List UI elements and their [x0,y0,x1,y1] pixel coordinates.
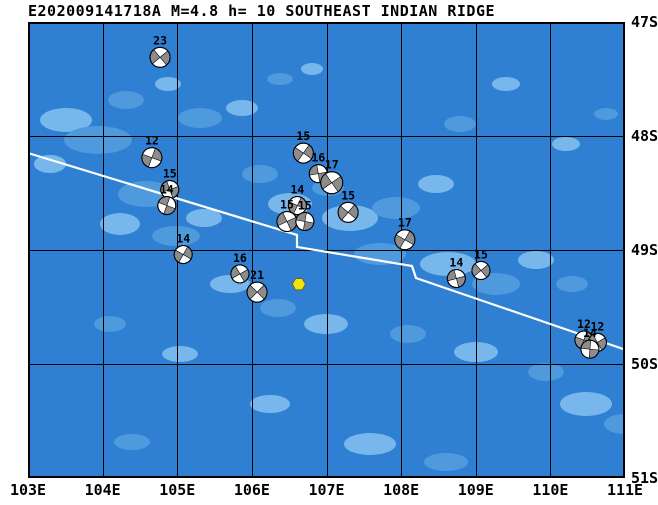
bathymetry-patch [528,363,564,381]
beachball-label: 17 [325,158,339,172]
bathymetry-patch [267,73,293,85]
beachball-label: 12 [590,319,604,333]
y-tick-label: 50S [631,355,658,373]
bathymetry-patch [64,126,132,154]
beachball [292,142,314,164]
bathymetry-patch [226,100,258,116]
beachball-label: 12 [145,134,159,148]
x-tick-label: 104E [84,481,121,499]
beachball [157,196,177,216]
bathymetry-patch [372,197,420,219]
bathymetry-patch [242,165,278,183]
event-epicenter-marker [291,278,306,291]
beachball-label: 14 [290,183,304,197]
beachball-label: 12 [577,317,591,331]
x-tick-label: 111E [606,481,644,499]
bathymetry-patch [594,108,618,120]
beachball-label: 23 [153,33,167,47]
beachball [580,339,600,359]
bathymetry-patch [304,314,348,334]
y-tick-label: 51S [631,469,658,487]
bathymetry-patch [40,108,92,132]
bathymetry-patch [556,276,588,292]
x-tick-label: 103E [9,481,47,499]
bathymetry-patch [114,434,150,450]
beachball-label: 15 [296,129,310,143]
x-tick-label: 108E [383,481,420,499]
x-tick-label: 110E [532,481,569,499]
beachball [337,201,359,223]
bathymetry-patch [518,251,554,269]
bathymetry-patch [560,392,612,416]
x-tick-label: 106E [233,481,270,499]
bathymetry-layer [34,63,625,471]
bathymetry-patch [162,346,198,362]
bathymetry-patch [301,63,323,75]
x-tick-label: 109E [457,481,494,499]
beachball [246,281,268,303]
beachball [173,245,193,265]
beachball [230,264,250,284]
bathymetry-patch [155,77,181,91]
bathymetry-patch [552,137,580,151]
beachball [394,229,416,251]
beachball [141,147,163,169]
x-tick-label: 105E [159,481,196,499]
map-border [28,22,625,478]
beachball [295,212,315,231]
bathymetry-patch [250,395,290,413]
bathymetry-patch [260,299,296,317]
beachball-label: 21 [250,268,264,282]
bathymetry-patch [444,116,476,132]
y-tick-label: 49S [631,241,658,259]
bathymetry-patch [424,453,468,471]
beachball [471,261,491,281]
beachball-label: 15 [298,199,312,213]
x-tick-label: 107E [308,481,345,499]
beachball [276,211,298,232]
bathymetry-patch [100,213,140,235]
plate-boundary-line [28,151,625,351]
beachball [446,269,466,288]
beachball-label: 16 [311,151,325,165]
bathymetry-patch [420,252,476,276]
figure-title: E202009141718A M=4.8 h= 10 SOUTHEAST IND… [28,2,496,20]
bathymetry-patch [108,91,144,109]
y-tick-label: 48S [631,127,658,145]
beachball [320,171,344,195]
beachball-label: 14 [160,183,174,197]
beachball [149,46,171,68]
y-tick-label: 47S [631,13,658,31]
bathymetry-patch [604,414,625,434]
beachball-label: 15 [474,248,488,262]
bathymetry-patch [178,108,222,128]
beachball-label: 15 [163,167,177,181]
bathymetry-patch [152,226,200,246]
beachball [160,180,180,200]
bathymetry-patch [34,155,66,173]
map-frame: 23 12 15 14 14 16 21 15 16 17 14 15 15 15 17 14 15 12 12 14 [28,22,625,478]
bathymetry-patch [186,209,222,227]
bathymetry-patch [418,175,454,193]
bathymetry-patch [492,77,520,91]
beachball-label: 17 [398,216,412,230]
beachball-label: 14 [583,326,597,340]
beachball-label: 16 [233,251,247,265]
bathymetry-patch [94,316,126,332]
beachball-label: 15 [280,198,294,212]
bathymetry-patch [390,325,426,343]
beachball-label: 15 [341,188,355,202]
beachball-label: 14 [449,256,463,270]
bathymetry-patch [344,433,396,455]
beachball-label: 14 [176,232,190,246]
